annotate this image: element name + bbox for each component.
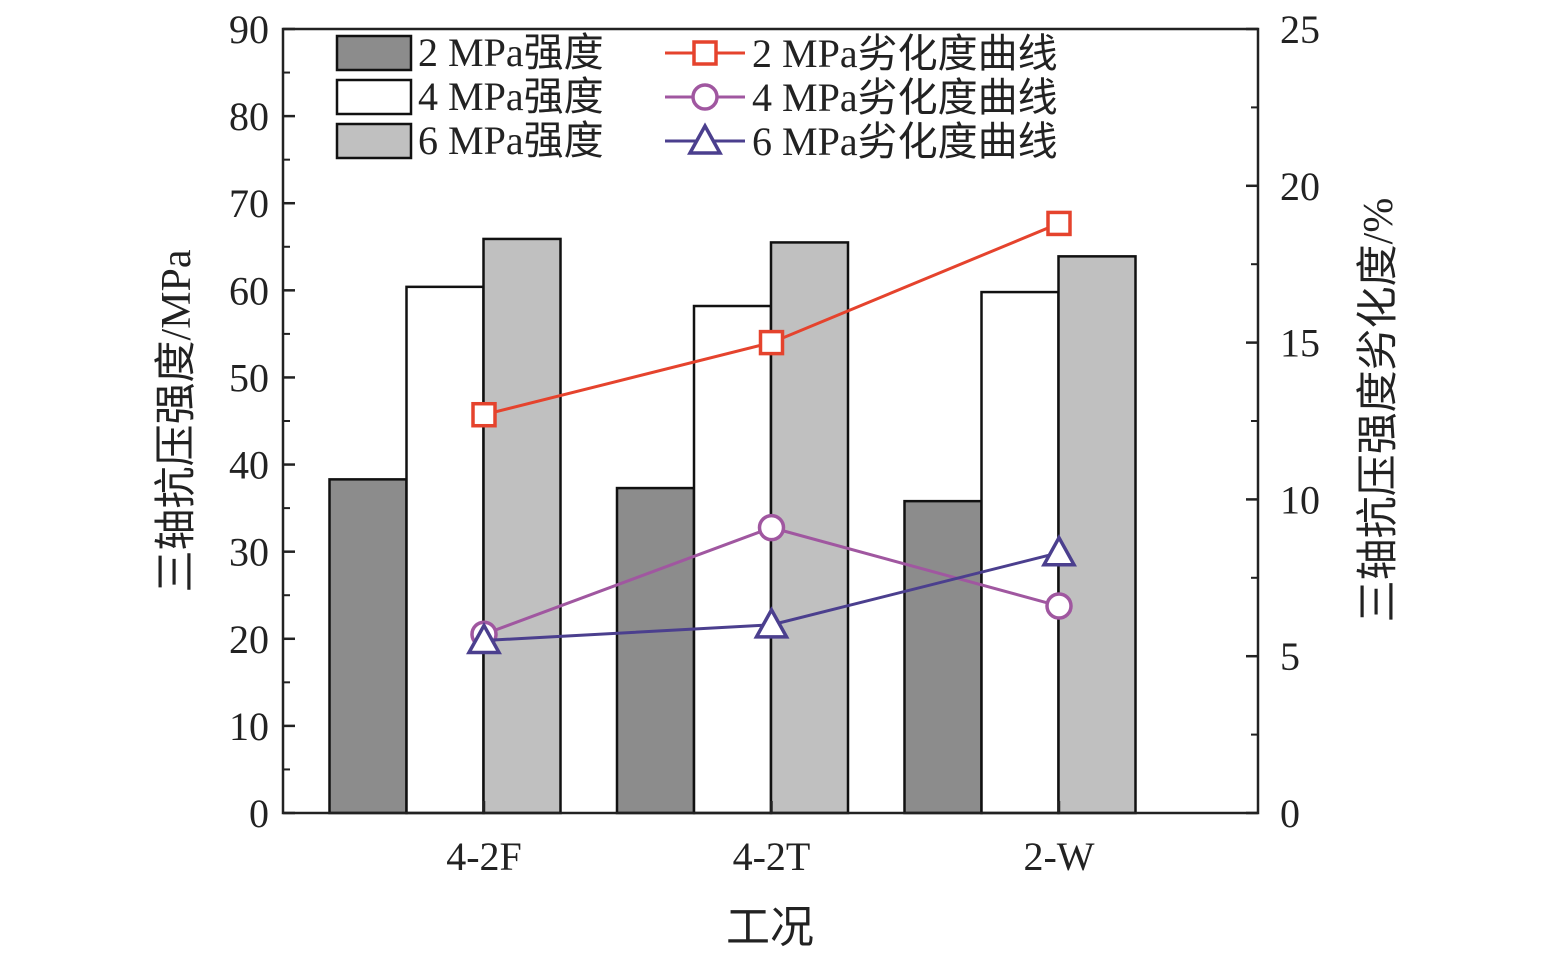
legend-label: 4 MPa强度 [418, 74, 604, 119]
y-tick-label: 20 [229, 617, 269, 662]
y-tick-label: 10 [229, 704, 269, 749]
y-tick-label: 50 [229, 355, 269, 400]
bar-1-1 [692, 304, 773, 815]
line-point-1-2 [1045, 592, 1073, 620]
x-tick-label: 4-2T [733, 834, 811, 879]
legend-label: 6 MPa强度 [418, 118, 604, 163]
line-point-0-2 [1046, 210, 1072, 237]
y2-tick-label: 5 [1280, 634, 1300, 679]
legend-marker-0 [692, 40, 718, 66]
bar-1-2 [980, 290, 1060, 815]
x-tick-label: 2-W [1023, 834, 1094, 879]
legend-label: 2 MPa强度 [418, 30, 604, 75]
y2-tick-label: 25 [1280, 7, 1320, 52]
y-tick-label: 80 [229, 94, 269, 139]
lines [466, 210, 1077, 655]
legend-label: 4 MPa劣化度曲线 [752, 75, 1058, 120]
bar-1-0 [405, 285, 485, 815]
x-tick-label: 4-2F [446, 834, 522, 879]
y2-tick-label: 0 [1280, 791, 1300, 836]
legend-swatch-2 [335, 122, 413, 160]
legend-marker-1 [691, 83, 719, 111]
y-tick-label: 70 [229, 181, 269, 226]
bar-2-2 [1057, 255, 1137, 815]
line-point-2-0 [466, 621, 502, 655]
bars [328, 237, 1137, 815]
bar-0-0 [328, 478, 408, 815]
axes: 0 10 20 30 40 50 60 70 80 90 0 5 10 15 20 25 4-2F 4-2T 2-W [229, 7, 1320, 879]
line-point-0-0 [471, 401, 497, 428]
x-axis-label: 工况 [726, 903, 814, 952]
y-tick-label: 90 [229, 7, 269, 52]
y-tick-label: 0 [249, 791, 269, 836]
line-point-1-1 [757, 513, 786, 542]
legend-label: 6 MPa劣化度曲线 [752, 119, 1058, 164]
y-tick-label: 30 [229, 530, 269, 575]
legend-marker-2 [687, 122, 723, 155]
bar-2-0 [482, 237, 562, 815]
y2-tick-label: 15 [1280, 321, 1320, 366]
y2-axis-label: 三轴抗压强度劣化度/% [1355, 198, 1402, 623]
legend-label: 2 MPa劣化度曲线 [752, 31, 1058, 76]
y-tick-label: 60 [229, 268, 269, 313]
line-point-2-2 [1041, 534, 1077, 567]
y-tick-label: 40 [229, 443, 269, 488]
y2-tick-label: 10 [1280, 477, 1320, 522]
legend-swatch-0 [335, 34, 413, 72]
y2-tick-label: 20 [1280, 164, 1320, 209]
bar-0-2 [903, 499, 983, 815]
bar-0-1 [615, 486, 696, 815]
legend-swatch-1 [335, 78, 413, 116]
y-axis-label: 三轴抗压强度/MPa [153, 249, 200, 592]
line-point-2-1 [753, 606, 790, 639]
line-point-0-1 [758, 329, 785, 356]
